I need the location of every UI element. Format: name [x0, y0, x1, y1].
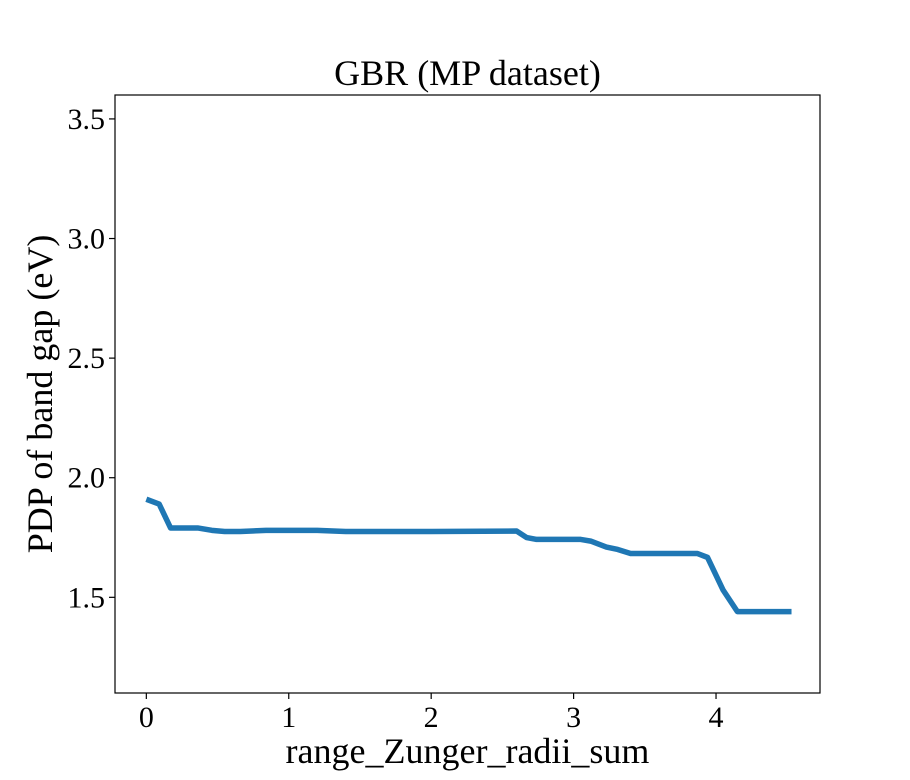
y-axis-label: PDP of band gap (eV) [20, 235, 60, 554]
y-tick-label: 1.5 [68, 581, 106, 614]
y-axis: 1.5 2.0 2.5 3.0 3.5 [68, 103, 115, 614]
y-tick-label: 2.0 [68, 462, 106, 495]
plot-area [145, 496, 792, 615]
chart-title: GBR (MP dataset) [334, 53, 601, 93]
x-tick-label: 4 [709, 701, 724, 734]
series-line [145, 496, 792, 615]
x-tick-label: 1 [281, 701, 296, 734]
x-axis-label: range_Zunger_radii_sum [286, 731, 650, 771]
x-tick-label: 2 [424, 701, 439, 734]
plot-frame [114, 94, 821, 694]
x-tick-label: 3 [566, 701, 581, 734]
x-axis: 0 1 2 3 4 [139, 693, 724, 734]
x-tick-label: 0 [139, 701, 154, 734]
y-tick-label: 3.5 [68, 103, 106, 136]
y-tick-label: 3.0 [68, 223, 106, 256]
y-tick-label: 2.5 [68, 342, 106, 375]
